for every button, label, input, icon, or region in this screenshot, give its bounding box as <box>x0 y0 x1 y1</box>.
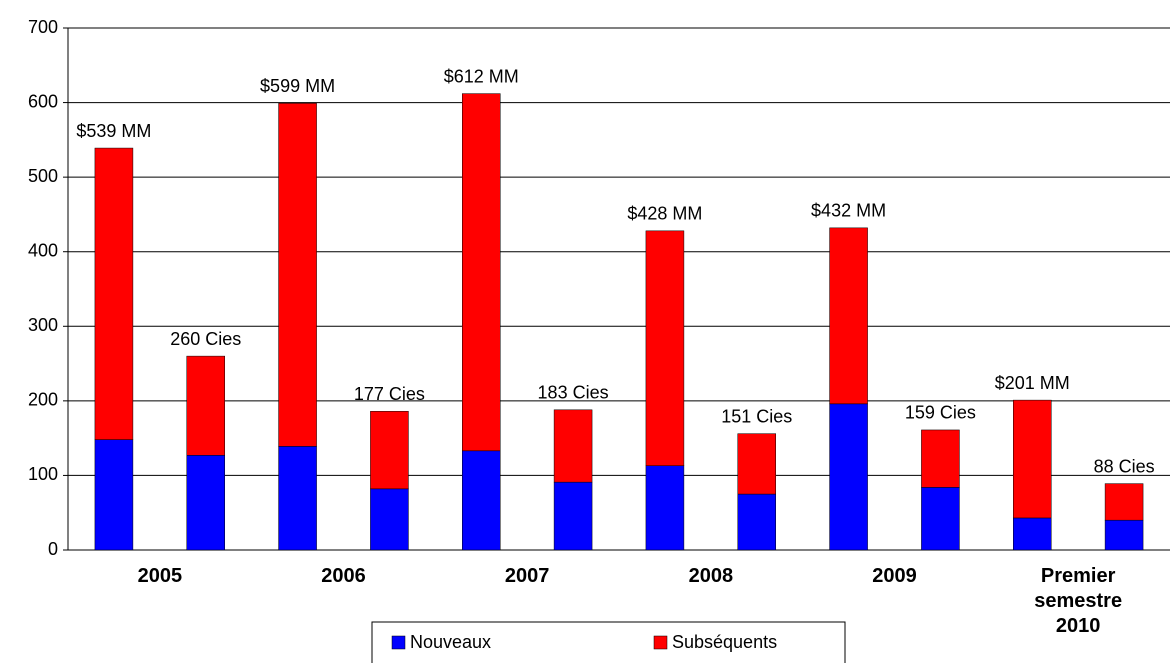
bar-segment <box>645 230 685 466</box>
bar-segment <box>370 488 409 551</box>
y-tick-label: 500 <box>28 166 58 186</box>
bar-annotation: $201 MM <box>995 373 1070 393</box>
y-tick-label: 300 <box>28 315 58 335</box>
bar-annotation: $432 MM <box>811 201 886 221</box>
legend-swatch <box>653 635 668 650</box>
bar-segment <box>829 227 868 405</box>
y-tick-label: 700 <box>28 17 58 37</box>
bar-segment <box>737 433 776 495</box>
x-tick-label: Premier semestre 2010 <box>1034 565 1123 637</box>
bar-segment <box>645 465 685 551</box>
bar-segment <box>186 455 225 551</box>
y-tick-label: 0 <box>48 539 58 559</box>
x-tick-label: 2009 <box>872 565 917 587</box>
bar-annotation: 88 Cies <box>1094 456 1155 476</box>
bar-segment <box>94 147 134 440</box>
bar-annotation: $612 MM <box>444 66 519 86</box>
bar-segment <box>94 439 134 551</box>
bar-segment <box>1013 399 1052 519</box>
x-tick-label: 2005 <box>137 565 183 587</box>
bar-segment <box>462 93 501 452</box>
bar-segment <box>370 411 409 490</box>
bar-segment <box>462 450 501 551</box>
legend-box <box>371 621 846 663</box>
bar-segment <box>921 429 960 488</box>
bar-annotation: $428 MM <box>627 204 702 224</box>
bar-segment <box>278 446 317 551</box>
bar-segment <box>1104 519 1144 551</box>
x-tick-label: 2006 <box>321 565 366 587</box>
bar-segment <box>1013 517 1052 551</box>
bar-segment <box>1104 483 1144 521</box>
x-tick-label: 2007 <box>504 565 550 587</box>
y-tick-label: 600 <box>28 91 58 111</box>
bar-annotation: 183 Cies <box>538 383 609 403</box>
bar-segment <box>829 403 868 551</box>
y-tick-label: 200 <box>28 390 58 410</box>
legend-label: Nouveaux <box>410 632 491 652</box>
bar-segment <box>921 487 960 551</box>
x-tick-label: 2008 <box>688 565 734 587</box>
bar-segment <box>553 481 593 551</box>
y-tick-label: 100 <box>28 464 58 484</box>
legend-swatch <box>391 635 406 650</box>
bar-annotation: 177 Cies <box>354 384 425 404</box>
legend-label: Subséquents <box>672 632 777 652</box>
y-tick-label: 400 <box>28 240 58 260</box>
bar-annotation: $599 MM <box>260 76 335 96</box>
bar-segment <box>737 493 776 551</box>
bar-annotation: $539 MM <box>76 121 151 141</box>
bar-segment <box>278 103 317 447</box>
bar-annotation: 159 Cies <box>905 403 976 423</box>
bar-segment <box>186 355 225 456</box>
bar-segment <box>553 409 593 483</box>
bar-annotation: 151 Cies <box>721 406 792 426</box>
bar-annotation: 260 Cies <box>170 329 241 349</box>
